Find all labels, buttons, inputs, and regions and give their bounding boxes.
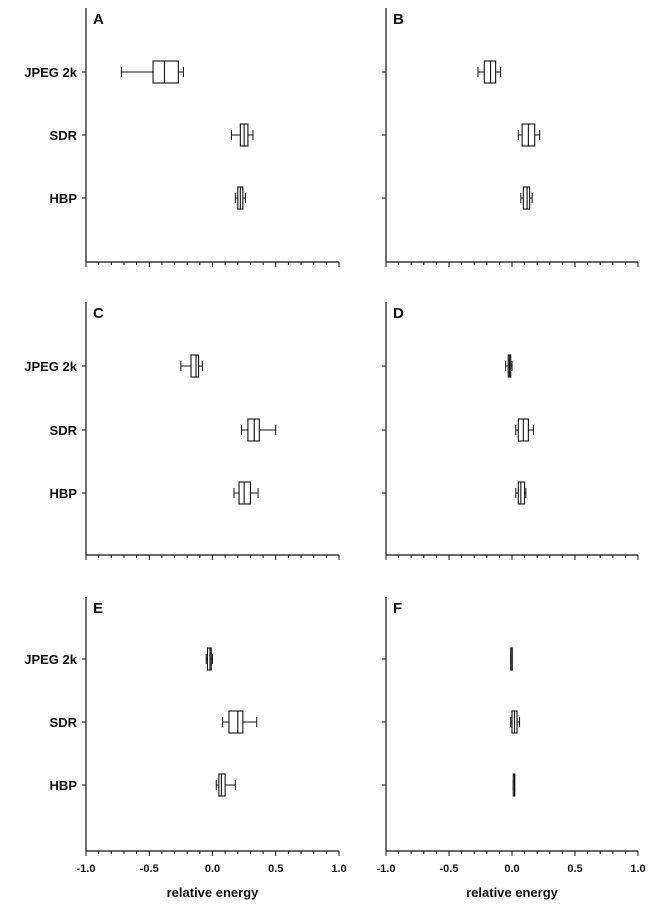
box-jpeg-2k [205, 647, 213, 671]
box-sdr [230, 123, 254, 147]
x-tick-label: 0.0 [205, 863, 220, 875]
box-hbp [515, 481, 527, 505]
x-axis-title: relative energy [466, 885, 559, 900]
category-label: SDR [50, 715, 78, 730]
box-jpeg-2k [477, 60, 502, 84]
panel-label: D [393, 305, 404, 322]
x-tick-label: 0.0 [504, 863, 519, 875]
box-jpeg-2k [505, 354, 513, 378]
panel-label: B [393, 11, 404, 28]
x-tick-label: 1.0 [630, 863, 645, 875]
box-iqr [247, 418, 260, 442]
category-label: HBP [50, 778, 78, 793]
x-tick-label: 1.0 [331, 863, 346, 875]
panel-label: E [93, 600, 103, 617]
box-iqr [228, 710, 244, 734]
category-label: SDR [50, 128, 78, 143]
box-iqr [218, 773, 226, 797]
box-iqr [190, 354, 200, 378]
box-iqr [517, 481, 526, 505]
box-iqr [238, 481, 252, 505]
box-hbp [520, 186, 533, 210]
box-sdr [222, 710, 258, 734]
category-label: JPEG 2k [24, 65, 78, 80]
category-label: JPEG 2k [24, 359, 78, 374]
box-jpeg-2k [180, 354, 203, 378]
box-sdr [517, 123, 541, 147]
x-tick-label: -1.0 [377, 863, 396, 875]
x-tick-label: -1.0 [77, 863, 96, 875]
category-label: HBP [50, 191, 78, 206]
box-sdr [510, 710, 521, 734]
category-label: JPEG 2k [24, 652, 78, 667]
box-iqr [483, 60, 497, 84]
x-tick-label: -0.5 [140, 863, 159, 875]
box-iqr [152, 60, 179, 84]
box-iqr [206, 647, 212, 671]
box-hbp [233, 481, 259, 505]
panel-label: F [393, 600, 402, 617]
category-label: SDR [50, 423, 78, 438]
panel-label: C [93, 305, 104, 322]
panel-label: A [93, 11, 104, 28]
x-tick-label: 0.5 [268, 863, 283, 875]
box-sdr [515, 418, 534, 442]
x-tick-label: -0.5 [440, 863, 459, 875]
box-hbp [234, 186, 246, 210]
box-iqr [522, 186, 531, 210]
box-jpeg-2k [120, 60, 184, 84]
category-label: HBP [50, 486, 78, 501]
box-sdr [241, 418, 277, 442]
x-axis-title: relative energy [167, 885, 260, 900]
box-jpeg-2k [510, 647, 513, 671]
x-tick-label: 0.5 [567, 863, 582, 875]
box-hbp [512, 773, 516, 797]
box-hbp [215, 773, 236, 797]
